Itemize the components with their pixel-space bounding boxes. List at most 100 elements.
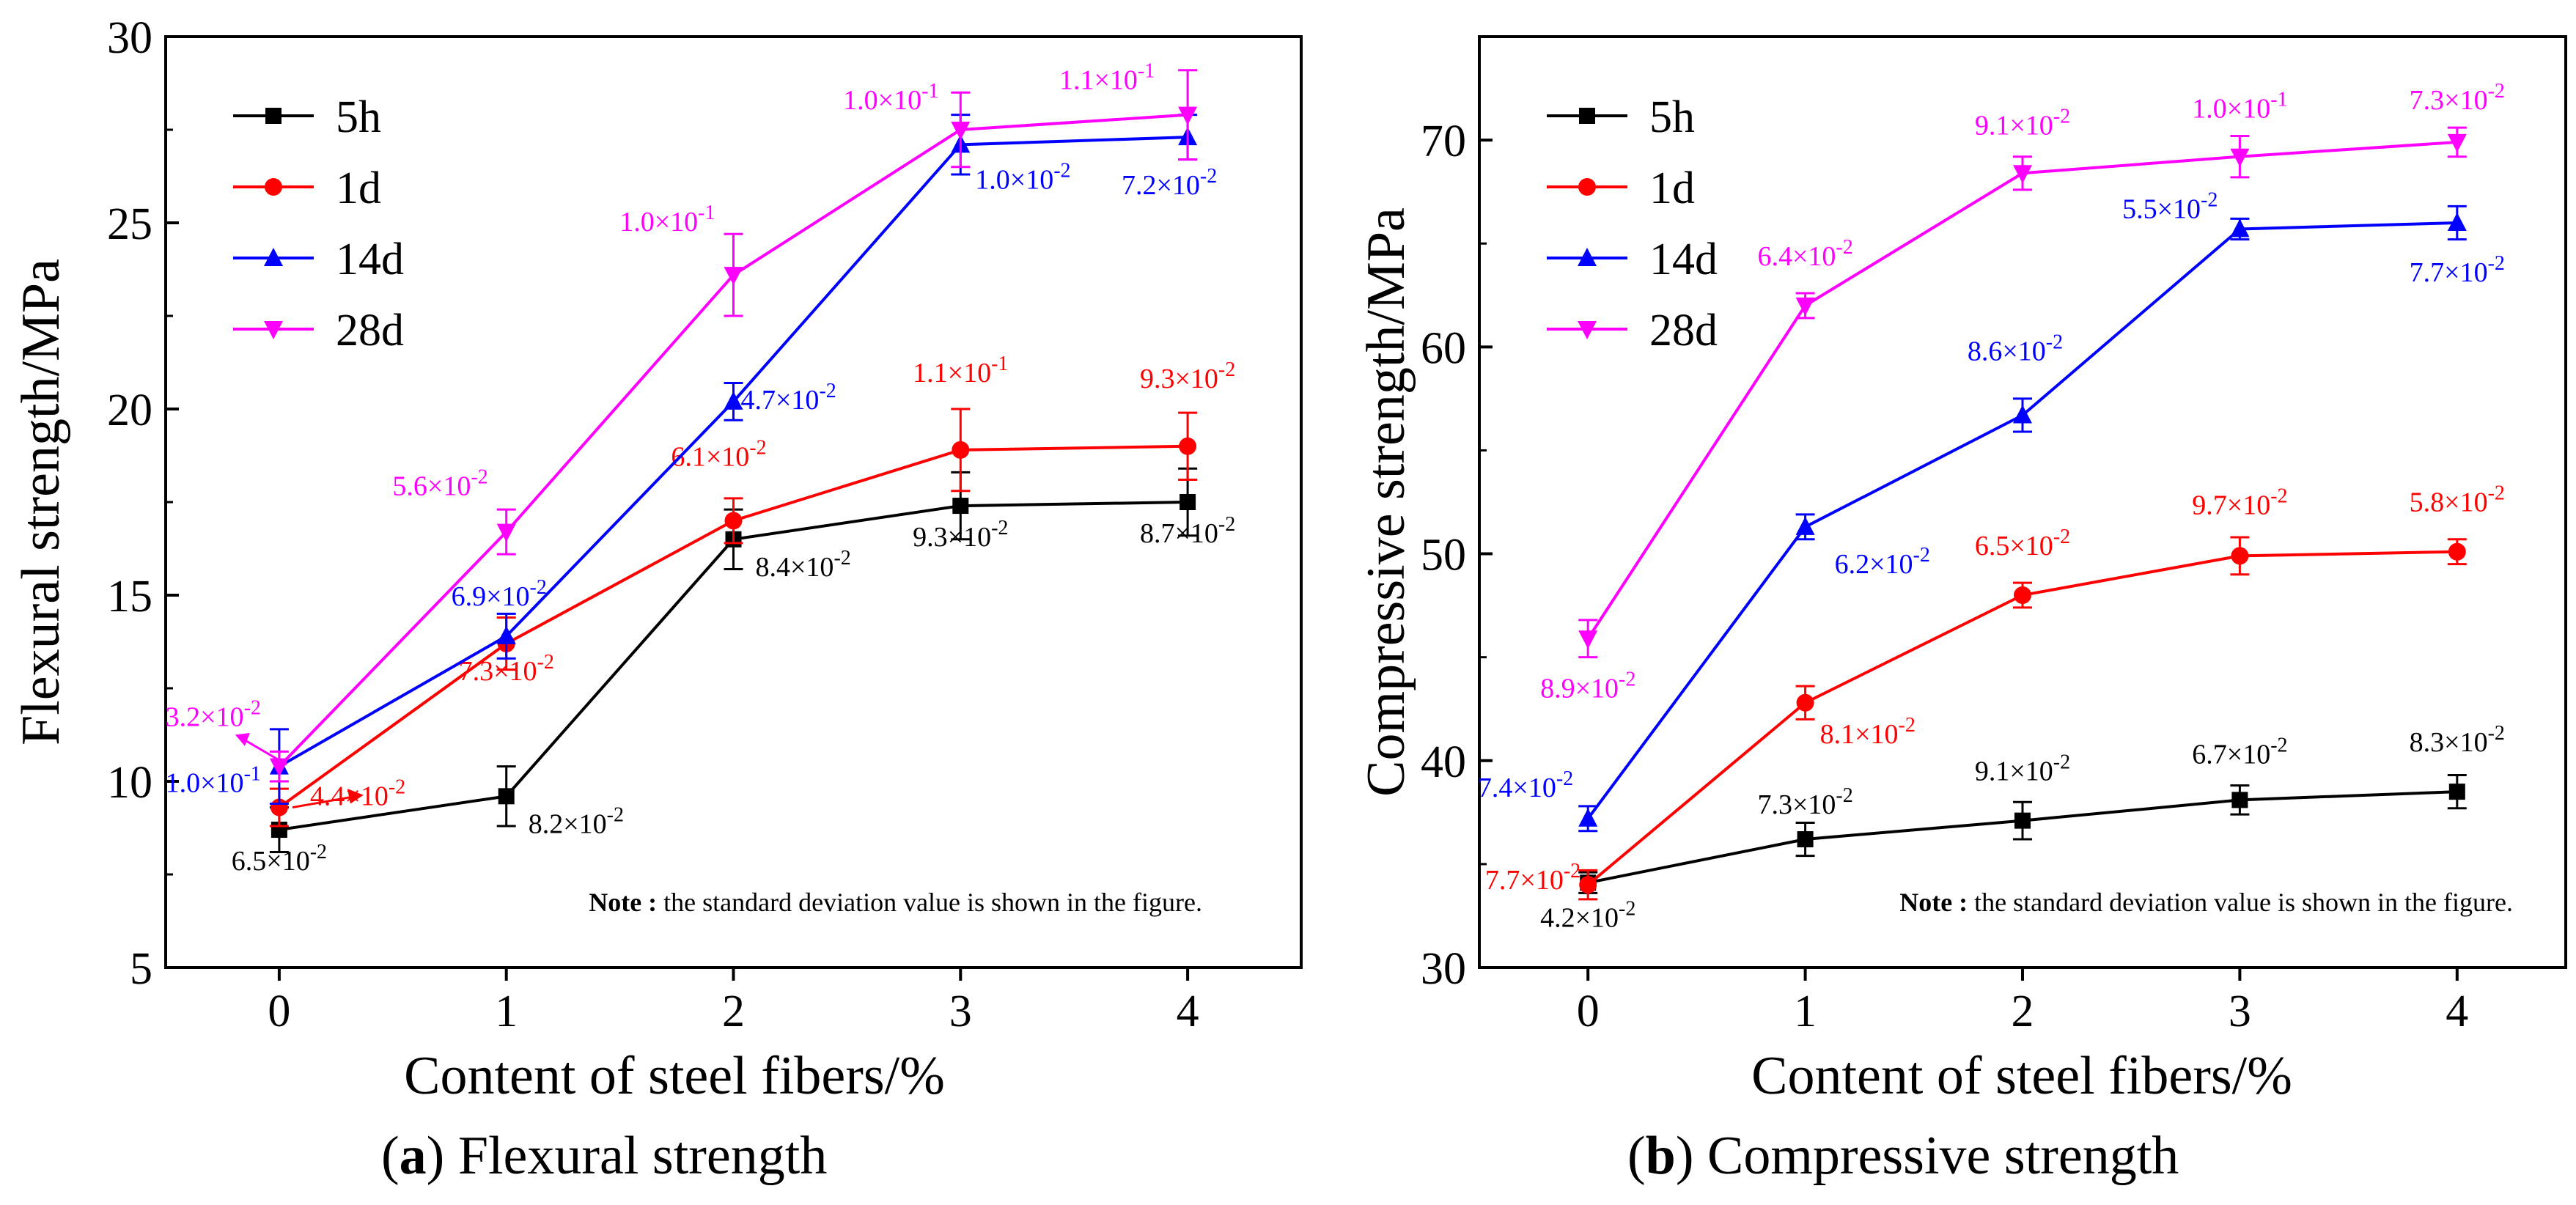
data-point-28d <box>1178 106 1198 125</box>
x-tick-label: 4 <box>2446 987 2468 1036</box>
data-point-5h <box>2448 784 2465 800</box>
sd-label-1d: 8.1×10-2 <box>1820 714 1916 750</box>
data-point-28d <box>496 523 516 542</box>
sd-label-1d: 9.7×10-2 <box>2192 484 2287 520</box>
sd-label-14d: 1.0×10-2 <box>975 159 1070 195</box>
series-line-14d <box>1586 221 2457 819</box>
sd-label-5h: 9.3×10-2 <box>913 517 1008 553</box>
data-point-1d <box>1796 693 1814 712</box>
sd-label-5h: 4.2×10-2 <box>1540 897 1635 933</box>
sd-label-28d: 8.9×10-2 <box>1540 668 1635 704</box>
sd-label-1d: 6.1×10-2 <box>671 436 766 472</box>
sd-label-1d: 7.7×10-2 <box>1485 860 1580 896</box>
data-point-14d <box>496 625 516 644</box>
y-tick-label: 15 <box>107 572 152 622</box>
data-point-28d <box>724 267 743 286</box>
data-point-5h <box>2231 792 2248 808</box>
caption-b: (b) Compressive strength <box>1627 1126 2179 1186</box>
chart-compressive-strength: 30 40 50 60 70 0 1 2 3 4 Content of steel fibers/%… <box>1356 35 2567 1106</box>
legend-entry-1d: 1d <box>336 163 381 213</box>
legend-marker <box>1578 178 1596 196</box>
y-tick-label: 5 <box>130 944 152 994</box>
sd-label-14d: 7.7×10-2 <box>2410 252 2505 288</box>
series-line-28d <box>278 113 1188 768</box>
legend-marker <box>1578 248 1597 266</box>
data-point-1d <box>2231 547 2249 565</box>
callout-arrowhead-1d <box>347 789 364 804</box>
x-axis-label: Content of steel fibers/% <box>1751 1046 2292 1106</box>
caption-a: (a) Flexural strength <box>381 1126 828 1186</box>
sd-label-14d: 7.2×10-2 <box>1122 165 1217 201</box>
sd-label-5h: 8.4×10-2 <box>756 547 851 583</box>
x-tick-label: 1 <box>495 987 518 1036</box>
legend-entry-5h: 5h <box>1649 92 1695 142</box>
caption-a-text: Flexural strength <box>457 1126 828 1186</box>
sd-label-5h: 8.2×10-2 <box>529 803 624 839</box>
y-tick-label: 50 <box>1421 531 1466 581</box>
x-tick-label: 0 <box>268 987 290 1036</box>
sd-label-28d: 5.6×10-2 <box>392 466 487 502</box>
data-point-1d <box>952 441 970 459</box>
caption-b-letter: b <box>1645 1126 1676 1186</box>
data-point-28d <box>1578 630 1598 649</box>
legend-entry-1d: 1d <box>1649 163 1695 213</box>
caption-b-text: Compressive strength <box>1707 1126 2179 1186</box>
sd-label-1d: 7.3×10-2 <box>459 651 554 687</box>
data-point-5h <box>2014 812 2031 829</box>
x-tick-label: 2 <box>2012 987 2034 1036</box>
x-tick-label: 3 <box>949 987 972 1036</box>
legend-marker <box>1579 108 1595 124</box>
data-point-5h <box>1797 831 1814 848</box>
legend-marker <box>264 248 283 266</box>
y-tick-label: 70 <box>1421 117 1466 166</box>
sd-label-14d: 1.0×10-1 <box>166 763 261 799</box>
y-tick-label: 60 <box>1421 323 1466 373</box>
x-tick-label: 3 <box>2229 987 2251 1036</box>
data-point-28d <box>1795 297 1815 316</box>
sd-label-1d: 9.3×10-2 <box>1140 358 1235 394</box>
data-point-5h <box>1180 494 1196 510</box>
y-axis-label: Compressive strength/MPa <box>1356 207 1416 797</box>
data-point-14d <box>1795 516 1815 535</box>
sd-label-28d: 1.0×10-1 <box>2192 89 2287 125</box>
sd-label-14d: 6.2×10-2 <box>1835 544 1930 580</box>
sd-label-14d: 8.6×10-2 <box>1968 331 2063 366</box>
series-line-28d <box>1586 140 2457 640</box>
y-tick-label: 20 <box>107 386 152 435</box>
caption-a-letter: a <box>399 1126 427 1186</box>
sd-label-5h: 8.3×10-2 <box>2410 722 2505 758</box>
sd-label-5h: 7.3×10-2 <box>1757 784 1852 820</box>
sd-label-28d: 7.3×10-2 <box>2410 80 2505 116</box>
sd-label-14d: 7.4×10-2 <box>1478 767 1573 803</box>
data-point-1d <box>1579 876 1597 894</box>
legend-entry-5h: 5h <box>336 92 381 142</box>
sd-label-5h: 6.7×10-2 <box>2192 734 2287 770</box>
sd-label-28d: 6.4×10-2 <box>1757 236 1852 272</box>
data-point-28d <box>2230 148 2250 167</box>
y-tick-label: 30 <box>1421 944 1466 994</box>
callout-arrowhead-28d <box>235 732 250 746</box>
y-tick-label: 10 <box>107 758 152 808</box>
legend-marker <box>265 108 281 124</box>
note-text: Note : the standard deviation value is s… <box>1899 888 2513 917</box>
data-point-28d <box>951 122 971 140</box>
legend-entry-28d: 28d <box>336 306 404 355</box>
legend-marker <box>265 178 282 196</box>
legend-marker <box>264 321 283 339</box>
x-tick-label: 0 <box>1577 987 1600 1036</box>
y-tick-label: 30 <box>107 13 152 63</box>
x-tick-label: 1 <box>1794 987 1817 1036</box>
sd-label-28d: 1.0×10-1 <box>843 80 938 116</box>
data-point-1d <box>1179 437 1197 455</box>
chart-flexural-strength: 5 10 15 20 25 30 0 1 2 3 4 Content of steel fibers/… <box>11 13 1303 1106</box>
callout-arrow-28d <box>238 735 287 766</box>
x-tick-label: 2 <box>722 987 745 1036</box>
legend-entry-14d: 14d <box>1649 235 1718 284</box>
data-point-5h <box>498 788 515 805</box>
legend-entry-28d: 28d <box>1649 306 1718 355</box>
sd-label-14d: 5.5×10-2 <box>2122 188 2218 224</box>
data-point-1d <box>2014 586 2031 604</box>
data-point-14d <box>2447 213 2467 231</box>
sd-label-1d: 1.1×10-1 <box>913 353 1008 388</box>
